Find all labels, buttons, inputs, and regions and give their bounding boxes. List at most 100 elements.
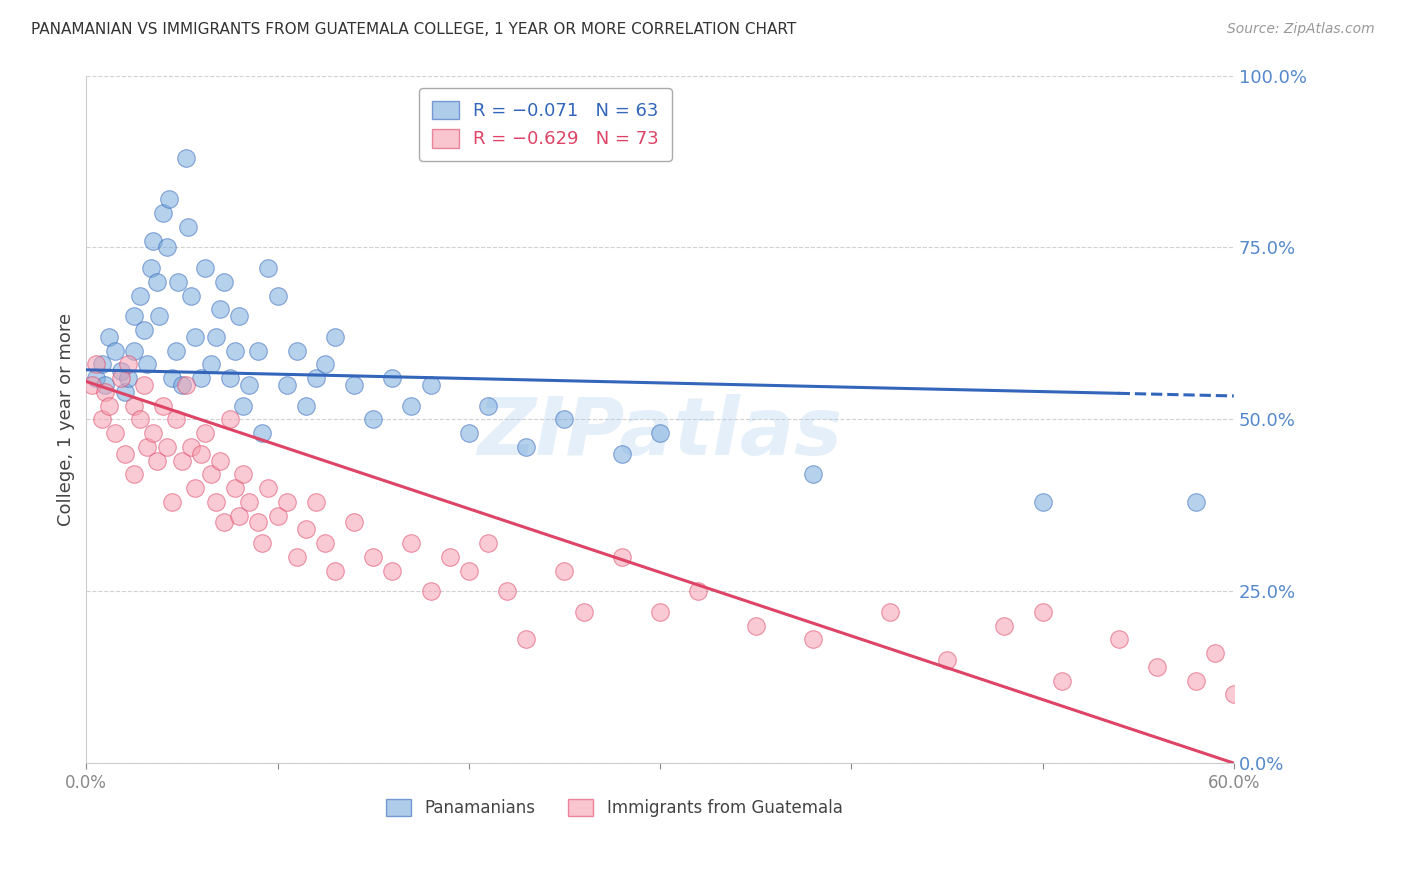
Point	[801, 632, 824, 647]
Point	[515, 632, 537, 647]
Point	[104, 343, 127, 358]
Point	[295, 522, 318, 536]
Point	[247, 343, 270, 358]
Point	[80, 378, 103, 392]
Point	[132, 378, 155, 392]
Point	[477, 399, 499, 413]
Point	[128, 288, 150, 302]
Point	[238, 378, 260, 392]
Point	[257, 481, 280, 495]
Point	[190, 447, 212, 461]
Point	[266, 288, 288, 302]
Point	[285, 549, 308, 564]
Point	[553, 564, 575, 578]
Text: ZIPatlas: ZIPatlas	[478, 394, 842, 472]
Point	[224, 343, 246, 358]
Point	[228, 508, 250, 523]
Point	[142, 426, 165, 441]
Point	[122, 399, 145, 413]
Point	[205, 330, 228, 344]
Point	[361, 549, 384, 564]
Point	[935, 653, 957, 667]
Point	[252, 536, 274, 550]
Point	[439, 549, 461, 564]
Point	[212, 275, 235, 289]
Point	[688, 584, 710, 599]
Point	[170, 378, 193, 392]
Point	[224, 481, 246, 495]
Point	[142, 234, 165, 248]
Point	[180, 288, 202, 302]
Point	[117, 357, 139, 371]
Y-axis label: College, 1 year or more: College, 1 year or more	[58, 313, 75, 526]
Point	[401, 536, 423, 550]
Point	[122, 343, 145, 358]
Legend: Panamanians, Immigrants from Guatemala: Panamanians, Immigrants from Guatemala	[380, 792, 849, 823]
Point	[180, 440, 202, 454]
Point	[285, 343, 308, 358]
Point	[152, 206, 174, 220]
Point	[98, 330, 121, 344]
Point	[165, 412, 187, 426]
Point	[1146, 660, 1168, 674]
Point	[1050, 673, 1073, 688]
Point	[295, 399, 318, 413]
Point	[98, 399, 121, 413]
Point	[610, 447, 633, 461]
Point	[381, 371, 404, 385]
Point	[1031, 605, 1053, 619]
Point	[110, 364, 132, 378]
Point	[146, 275, 169, 289]
Point	[162, 371, 184, 385]
Point	[212, 516, 235, 530]
Point	[305, 495, 328, 509]
Point	[94, 378, 117, 392]
Point	[1204, 646, 1226, 660]
Point	[162, 495, 184, 509]
Point	[1184, 495, 1206, 509]
Point	[84, 371, 107, 385]
Point	[419, 584, 441, 599]
Point	[165, 343, 187, 358]
Text: Source: ZipAtlas.com: Source: ZipAtlas.com	[1227, 22, 1375, 37]
Point	[200, 467, 222, 482]
Point	[266, 508, 288, 523]
Point	[477, 536, 499, 550]
Point	[572, 605, 595, 619]
Point	[194, 261, 217, 276]
Point	[104, 426, 127, 441]
Point	[232, 399, 254, 413]
Point	[343, 516, 366, 530]
Point	[648, 605, 671, 619]
Point	[276, 495, 298, 509]
Point	[238, 495, 260, 509]
Point	[136, 440, 159, 454]
Point	[457, 564, 479, 578]
Point	[381, 564, 404, 578]
Point	[1223, 687, 1246, 701]
Point	[323, 330, 346, 344]
Point	[200, 357, 222, 371]
Point	[156, 440, 179, 454]
Point	[194, 426, 217, 441]
Point	[993, 618, 1015, 632]
Point	[148, 309, 170, 323]
Point	[1184, 673, 1206, 688]
Point	[94, 384, 117, 399]
Point	[174, 151, 197, 165]
Text: PANAMANIAN VS IMMIGRANTS FROM GUATEMALA COLLEGE, 1 YEAR OR MORE CORRELATION CHAR: PANAMANIAN VS IMMIGRANTS FROM GUATEMALA …	[31, 22, 796, 37]
Point	[90, 412, 112, 426]
Point	[209, 453, 232, 467]
Point	[209, 302, 232, 317]
Point	[190, 371, 212, 385]
Point	[205, 495, 228, 509]
Point	[128, 412, 150, 426]
Point	[184, 481, 207, 495]
Point	[122, 467, 145, 482]
Point	[156, 240, 179, 254]
Point	[218, 371, 240, 385]
Point	[323, 564, 346, 578]
Point	[257, 261, 280, 276]
Point	[314, 536, 336, 550]
Point	[170, 453, 193, 467]
